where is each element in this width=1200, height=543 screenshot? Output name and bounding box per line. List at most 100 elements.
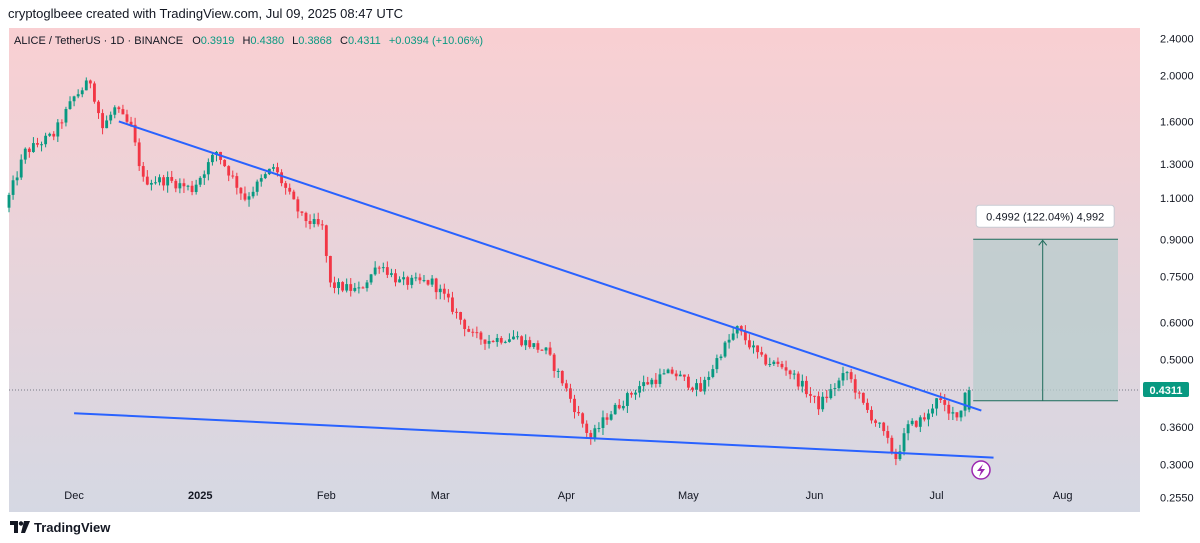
price-tick-label: 1.3000 (1160, 159, 1194, 171)
candle (231, 170, 235, 179)
candle (674, 370, 678, 381)
candle (601, 410, 605, 435)
candle (727, 334, 731, 349)
candle (109, 111, 113, 125)
candle (341, 281, 345, 293)
candle (780, 360, 784, 370)
candle (288, 183, 292, 195)
candle (88, 79, 92, 89)
candle (691, 386, 694, 393)
candle (198, 176, 202, 188)
brand-name: TradingView (34, 519, 111, 535)
candle (666, 368, 670, 374)
candle (243, 186, 247, 202)
candle (491, 339, 495, 343)
candle (442, 283, 446, 300)
candle (499, 336, 503, 345)
candle (373, 261, 377, 276)
candle (564, 379, 568, 392)
price-axis[interactable]: 2.4000 2.0000 1.6000 1.3000 1.1000 0.9000 0.75… (1140, 28, 1200, 512)
candle (434, 277, 438, 300)
candle (272, 163, 275, 172)
candle (316, 212, 320, 227)
legend-open-value: 0.3919 (201, 35, 235, 47)
candle (263, 172, 267, 180)
support-trendline[interactable] (74, 412, 994, 459)
candle (642, 375, 646, 392)
price-tick-label: 0.7500 (1160, 272, 1194, 284)
candle (451, 291, 454, 315)
candle (837, 377, 841, 392)
candle (609, 410, 613, 421)
candle (654, 372, 658, 388)
candle (699, 376, 703, 392)
candle (186, 184, 190, 191)
candle (935, 398, 939, 416)
candle (918, 415, 922, 433)
candle (414, 272, 418, 282)
candle (947, 401, 951, 421)
candle (548, 341, 552, 356)
candle (585, 420, 589, 439)
candle (861, 392, 865, 405)
descending-trendline[interactable] (118, 120, 982, 412)
candle (874, 418, 877, 427)
candle (686, 374, 690, 391)
candle (520, 335, 524, 347)
legend-change: +0.0394 (+10.06%) (389, 35, 483, 47)
candle (353, 282, 357, 293)
measure-arrow-head (1038, 239, 1048, 246)
time-tick-label: Feb (317, 490, 336, 502)
candle (955, 412, 959, 421)
candle (247, 192, 251, 207)
candle (768, 357, 772, 368)
candle (841, 366, 845, 386)
candle (638, 380, 642, 398)
candle (385, 261, 389, 279)
candle (581, 412, 585, 428)
lightning-icon[interactable] (971, 460, 991, 480)
candle (121, 104, 125, 115)
candle (849, 368, 853, 383)
candle (788, 369, 792, 380)
candle (292, 189, 296, 200)
current-price-tag: 0.4311 (1143, 382, 1189, 398)
legend-close-label: C (340, 35, 348, 47)
candle (239, 187, 243, 200)
candle (796, 371, 800, 391)
candle (857, 390, 861, 399)
measure-range-box[interactable] (973, 239, 1118, 401)
candle (72, 95, 76, 107)
candle (483, 339, 487, 350)
candle (719, 354, 723, 361)
candle (951, 406, 955, 421)
candle (430, 275, 434, 287)
candle (206, 158, 210, 181)
candle (630, 391, 633, 398)
candle (162, 174, 166, 191)
time-axis[interactable]: Dec 2025 Feb Mar Apr May Jun Jul Aug (0, 490, 1200, 518)
candle (361, 286, 365, 289)
candle (695, 378, 698, 397)
candle (190, 180, 194, 196)
candle (154, 176, 157, 185)
candle (68, 96, 72, 110)
candle (145, 170, 149, 186)
candle (149, 179, 153, 191)
tradingview-icon (10, 521, 30, 533)
legend-open-label: O (192, 35, 201, 47)
time-tick-label: Dec (64, 490, 84, 502)
candle (446, 289, 450, 303)
candle (776, 357, 780, 367)
time-tick-label: Jun (806, 490, 824, 502)
candle (27, 147, 31, 158)
candle (125, 109, 129, 125)
candle (682, 374, 686, 382)
ohlc-legend: ALICE / TetherUS · 1D · BINANCE O0.3919 … (14, 35, 483, 47)
candle (756, 345, 759, 359)
last-candle (967, 386, 971, 413)
candle (44, 132, 48, 148)
candle (792, 370, 796, 380)
candle (235, 172, 239, 195)
